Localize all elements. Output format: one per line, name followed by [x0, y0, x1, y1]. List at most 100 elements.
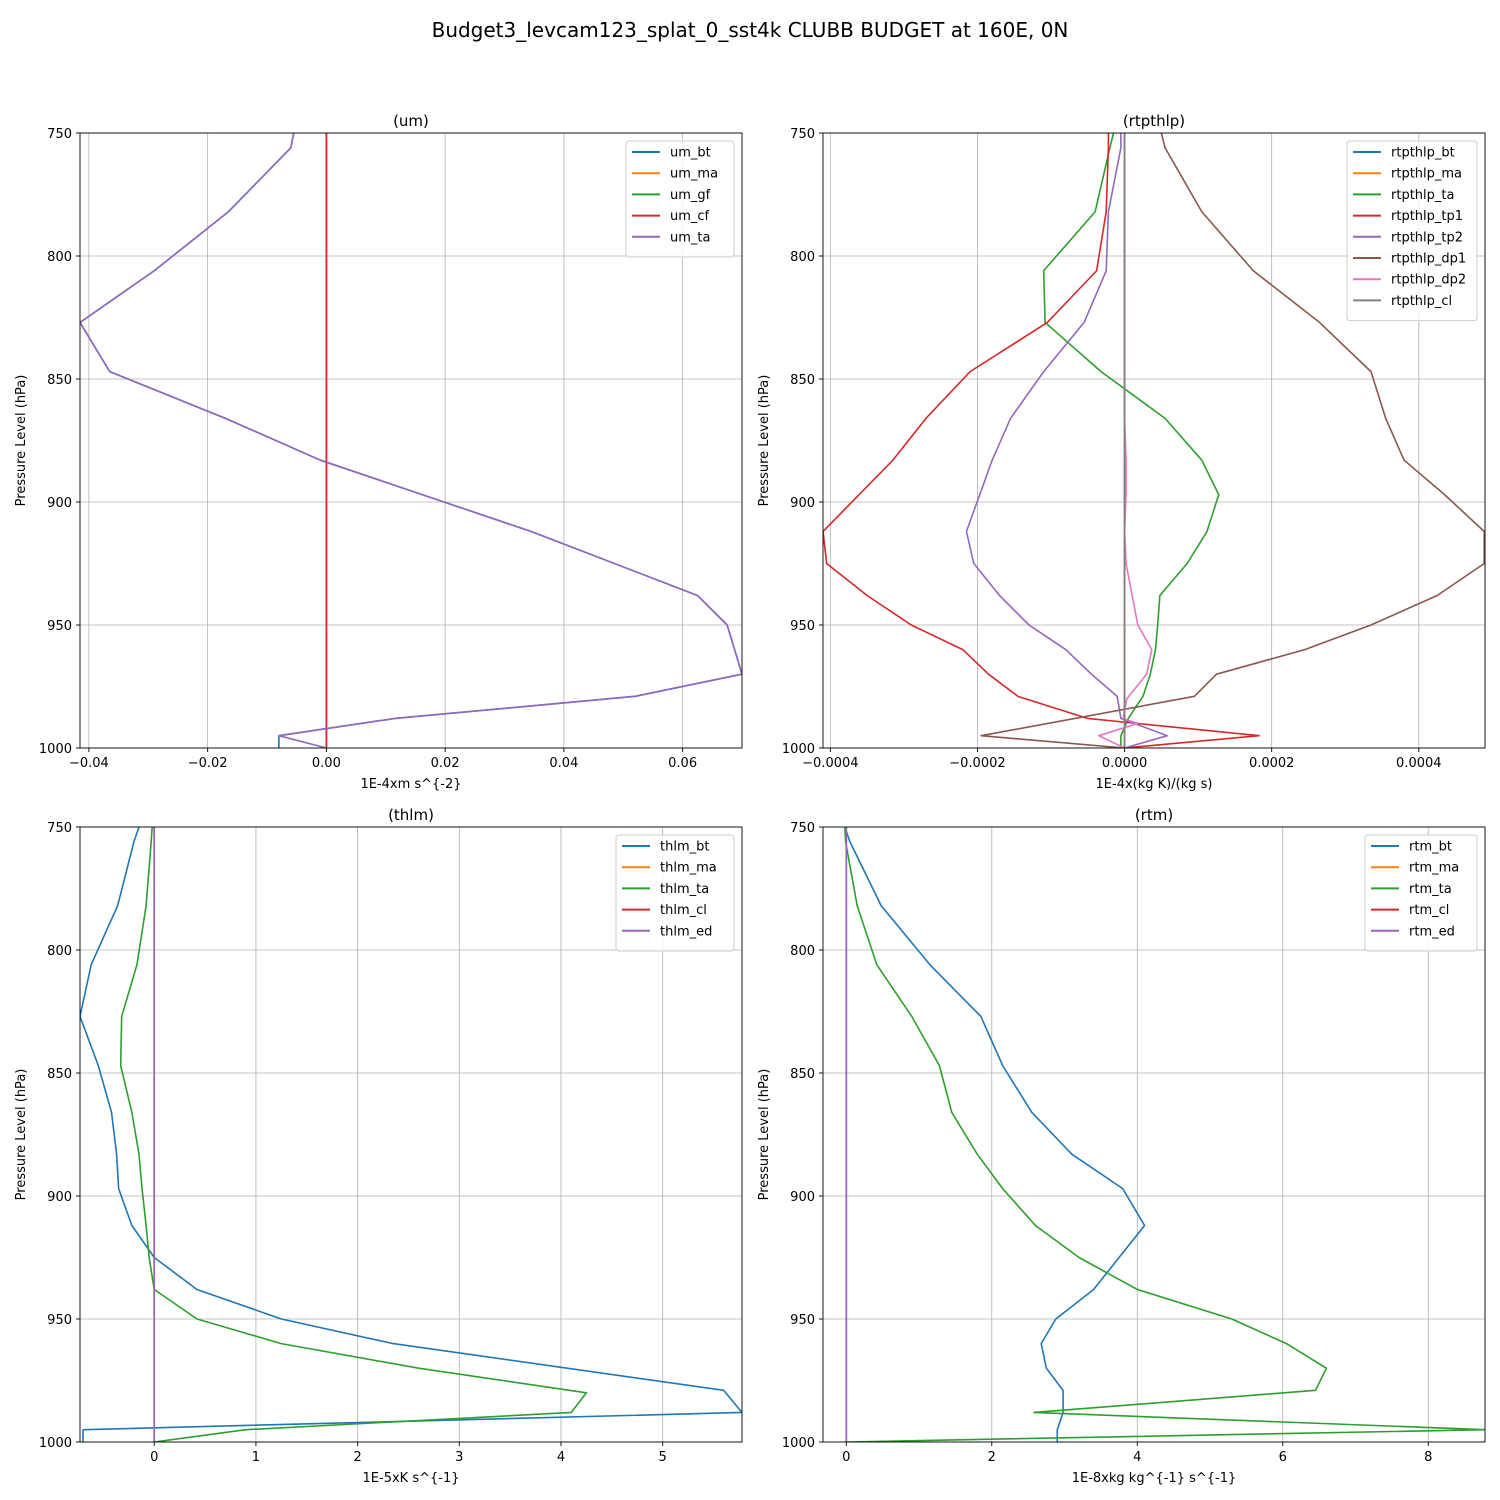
chart-title: (um) [393, 112, 429, 130]
legend-label: rtm_ta [1409, 882, 1452, 897]
chart-panel-1: −0.04 −0.02 0.00 0.02 0.04 0.06 750 800 850 900 95… [14, 112, 743, 792]
y-tick-label: 850 [790, 1067, 815, 1082]
y-tick-label: 750 [47, 821, 72, 836]
legend-label: thlm_ed [660, 924, 712, 939]
chart-title: (rtm) [1135, 806, 1173, 824]
y-tick-label: 800 [47, 250, 72, 265]
y-axis-label: Pressure Level (hPa) [14, 375, 29, 507]
legend: rtm_bt rtm_ma rtm_ta rtm_cl rtm_ed [1364, 834, 1478, 952]
legend-label: rtpthlp_ma [1391, 167, 1462, 182]
x-tick-label: 1 [252, 1450, 260, 1465]
legend-box [625, 140, 735, 258]
legend-label: um_ta [670, 230, 710, 245]
legend-label: um_ma [670, 167, 718, 182]
x-tick-label: 8 [1424, 1450, 1432, 1465]
legend-label: thlm_cl [660, 903, 707, 918]
y-tick-label: 950 [47, 619, 72, 634]
y-tick-label: 850 [47, 373, 72, 388]
y-axis-label: Pressure Level (hPa) [14, 1069, 29, 1201]
legend-box [615, 834, 735, 952]
y-tick-label: 750 [790, 127, 815, 142]
series-group [844, 827, 1485, 1442]
legend-label: rtpthlp_ta [1391, 188, 1454, 203]
chart-title: (rtpthlp) [1123, 112, 1185, 130]
y-tick-label: 800 [47, 944, 72, 959]
y-tick-label: 850 [47, 1067, 72, 1082]
y-axis-label: Pressure Level (hPa) [757, 375, 772, 507]
x-tick-label: 2 [353, 1450, 361, 1465]
y-tick-label: 850 [790, 373, 815, 388]
x-tick-label: 4 [1133, 1450, 1141, 1465]
legend: thlm_bt thlm_ma thlm_ta thlm_cl thlm_ed [615, 834, 735, 952]
x-tick-label: 6 [1279, 1450, 1287, 1465]
series-line-rtm_bt [844, 827, 1146, 1442]
series-line-thlm_bt [80, 827, 742, 1442]
axes-frame [79, 826, 743, 1443]
y-tick-label: 900 [790, 496, 815, 511]
legend-label: rtpthlp_bt [1391, 146, 1455, 161]
x-tick-label: 0.06 [668, 756, 697, 771]
y-tick-label: 950 [47, 1313, 72, 1328]
figure-title: Budget3_levcam123_splat_0_sst4k CLUBB BU… [432, 18, 1069, 42]
x-tick-label: 0 [150, 1450, 158, 1465]
legend-label: rtpthlp_cl [1391, 294, 1452, 309]
y-tick-label: 750 [790, 821, 815, 836]
legend-label: um_cf [670, 209, 710, 224]
axes-frame [79, 132, 743, 749]
x-tick-label: 0.0004 [1396, 756, 1442, 771]
axes-frame [822, 132, 1486, 749]
legend-label: rtm_bt [1409, 840, 1452, 855]
y-axis-label: Pressure Level (hPa) [757, 1069, 772, 1201]
series-line-um_ta [80, 133, 742, 748]
legend-label: thlm_ma [660, 861, 717, 876]
y-tick-label: 900 [47, 496, 72, 511]
legend-label: rtpthlp_dp2 [1391, 273, 1466, 288]
legend-label: rtm_ma [1409, 861, 1459, 876]
x-tick-label: −0.02 [188, 756, 228, 771]
legend-box [1346, 140, 1478, 322]
x-axis-label: 1E-8xkg kg^{-1} s^{-1} [1072, 1471, 1237, 1486]
chart-panel-3: 0 1 2 3 4 5 750 800 850 900 950 1000 (thlm) 1E-5xK s^… [14, 806, 743, 1486]
y-tick-label: 950 [790, 1313, 815, 1328]
x-tick-label: 0.0000 [1102, 756, 1148, 771]
y-tick-label: 800 [790, 944, 815, 959]
legend-label: um_bt [670, 146, 711, 161]
y-tick-label: 800 [790, 250, 815, 265]
legend-label: thlm_bt [660, 840, 709, 855]
chart-title: (thlm) [388, 806, 434, 824]
y-tick-label: 1000 [39, 742, 72, 757]
x-axis-label: 1E-5xK s^{-1} [363, 1471, 460, 1486]
legend-label: rtm_ed [1409, 924, 1455, 939]
x-tick-label: −0.0002 [949, 756, 1005, 771]
legend: um_bt um_ma um_gf um_cf um_ta [625, 140, 735, 258]
x-tick-label: 0.02 [431, 756, 460, 771]
legend-label: rtm_cl [1409, 903, 1449, 918]
legend-label: rtpthlp_tp2 [1391, 230, 1463, 245]
y-tick-label: 750 [47, 127, 72, 142]
series-line-rtpthlp_tp2 [965, 133, 1169, 748]
series-line-rtpthlp_tp1 [823, 133, 1260, 748]
x-tick-label: 4 [557, 1450, 565, 1465]
x-tick-label: 2 [988, 1450, 996, 1465]
series-line-rtpthlp_dp1 [980, 133, 1485, 748]
y-tick-label: 1000 [782, 1436, 815, 1451]
x-tick-label: 0 [842, 1450, 850, 1465]
axes-frame [822, 826, 1486, 1443]
series-line-rtpthlp_ta [1042, 133, 1220, 748]
y-tick-label: 900 [790, 1190, 815, 1205]
legend-label: rtpthlp_tp1 [1391, 209, 1463, 224]
x-axis-label: 1E-4x(kg K)/(kg s) [1096, 777, 1213, 792]
y-tick-label: 950 [790, 619, 815, 634]
x-tick-label: 0.04 [549, 756, 578, 771]
x-tick-label: 5 [659, 1450, 667, 1465]
x-tick-label: −0.04 [69, 756, 109, 771]
x-tick-label: 0.0002 [1249, 756, 1295, 771]
legend-label: thlm_ta [660, 882, 709, 897]
panels: −0.04 −0.02 0.00 0.02 0.04 0.0675080085090095… [14, 112, 1486, 1486]
chart-panel-2: −0.0004 −0.0002 0.0000 0.0002 0.0004 750 800 85… [757, 112, 1486, 792]
y-tick-label: 1000 [782, 742, 815, 757]
x-axis-label: 1E-4xm s^{-2} [360, 777, 461, 792]
y-tick-label: 1000 [39, 1436, 72, 1451]
y-tick-label: 900 [47, 1190, 72, 1205]
